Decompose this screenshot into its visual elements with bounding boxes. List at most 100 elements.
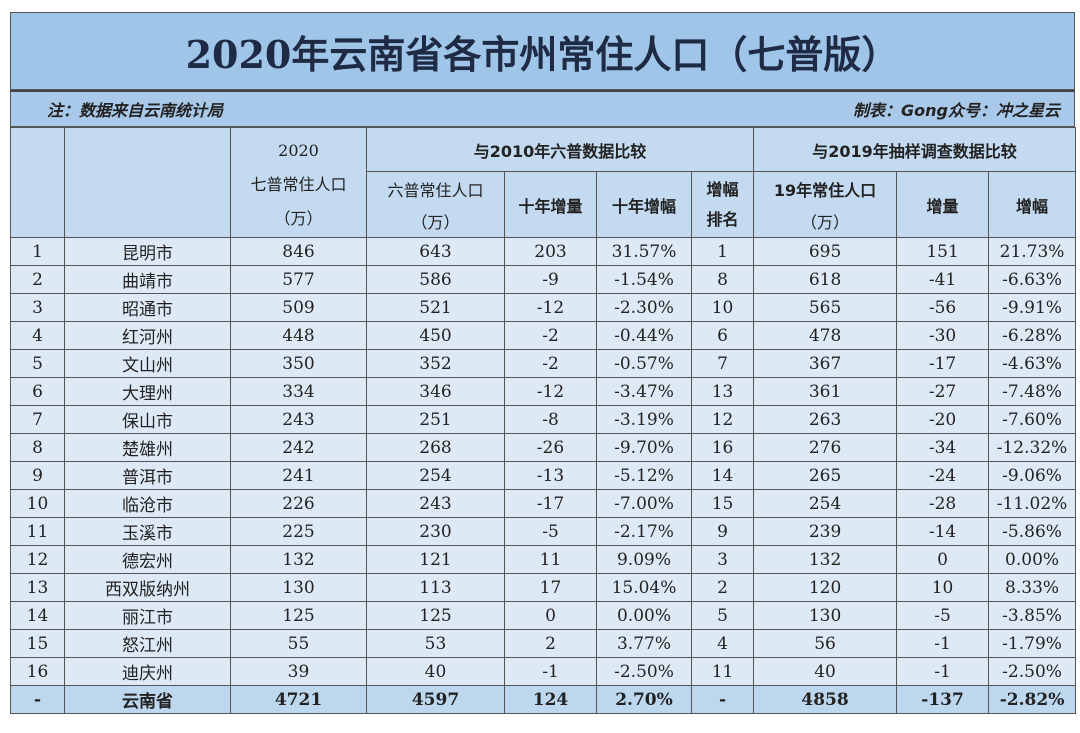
cell-index: 5 xyxy=(10,349,65,378)
cell-index: 10 xyxy=(10,489,65,518)
cell-pop-2019: 618 xyxy=(753,265,898,294)
cell-growth-rank: 1 xyxy=(690,237,755,266)
header-group-2019: 与2019年抽样调查数据比较 xyxy=(753,127,1077,172)
cell-pop-2020: 226 xyxy=(230,489,367,518)
cell-index: 15 xyxy=(10,629,65,658)
cell-pop-2010: 352 xyxy=(366,349,505,378)
cell-increase: -27 xyxy=(896,377,990,406)
cell-decade-increase: -2 xyxy=(504,321,597,350)
table-row: 16 迪庆州 39 40 -1 -2.50% 11 40 -1 -2.50% xyxy=(10,657,1077,686)
cell-growth-rank: 9 xyxy=(690,517,755,546)
cell-decade-increase: -17 xyxy=(504,489,597,518)
cell-decade-growth: -2.50% xyxy=(596,657,692,686)
cell-region: 迪庆州 xyxy=(64,657,231,686)
cell-growth-rank: 16 xyxy=(690,433,755,462)
cell-decade-growth: -7.00% xyxy=(596,489,692,518)
cell-region: 怒江州 xyxy=(64,629,231,658)
cell-region: 昭通市 xyxy=(64,293,231,322)
cell-pop-2019: 56 xyxy=(753,629,898,658)
cell-growth: -7.60% xyxy=(988,405,1077,434)
cell-growth: -7.48% xyxy=(988,377,1077,406)
cell-growth: -2.50% xyxy=(988,657,1077,686)
cell-pop-2010: 521 xyxy=(366,293,505,322)
cell-growth-rank: 7 xyxy=(690,349,755,378)
cell-region: 云南省 xyxy=(64,685,231,714)
table-row: 4 红河州 448 450 -2 -0.44% 6 478 -30 -6.28% xyxy=(10,321,1077,350)
cell-pop-2010: 346 xyxy=(366,377,505,406)
cell-growth-rank: 12 xyxy=(690,405,755,434)
header-decade-increase: 十年增量 xyxy=(504,171,597,238)
cell-pop-2010: 4597 xyxy=(366,685,505,714)
table-row: 15 怒江州 55 53 2 3.77% 4 56 -1 -1.79% xyxy=(10,629,1077,658)
cell-pop-2019: 40 xyxy=(753,657,898,686)
cell-decade-increase: -13 xyxy=(504,461,597,490)
cell-region: 普洱市 xyxy=(64,461,231,490)
cell-region: 文山州 xyxy=(64,349,231,378)
cell-pop-2020: 4721 xyxy=(230,685,367,714)
cell-region: 德宏州 xyxy=(64,545,231,574)
table-row: 5 文山州 350 352 -2 -0.57% 7 367 -17 -4.63% xyxy=(10,349,1077,378)
cell-index: 1 xyxy=(10,237,65,266)
cell-index: - xyxy=(10,685,65,714)
cell-pop-2010: 251 xyxy=(366,405,505,434)
population-table-sheet: 2020年云南省各市州常住人口（七普版） 注：数据来自云南统计局 制表：Gong… xyxy=(10,12,1077,714)
header-2020-population: 2020 七普常住人口 （万） xyxy=(230,127,367,238)
cell-pop-2020: 241 xyxy=(230,461,367,490)
cell-pop-2019: 254 xyxy=(753,489,898,518)
cell-pop-2019: 367 xyxy=(753,349,898,378)
cell-growth-rank: 5 xyxy=(690,601,755,630)
cell-growth: -9.06% xyxy=(988,461,1077,490)
cell-increase: -1 xyxy=(896,657,990,686)
header-decade-growth: 十年增幅 xyxy=(596,171,692,238)
cell-pop-2020: 350 xyxy=(230,349,367,378)
cell-growth: -6.63% xyxy=(988,265,1077,294)
table-row: 14 丽江市 125 125 0 0.00% 5 130 -5 -3.85% xyxy=(10,601,1077,630)
header-region xyxy=(64,127,231,238)
cell-pop-2019: 132 xyxy=(753,545,898,574)
table-row: 8 楚雄州 242 268 -26 -9.70% 16 276 -34 -12.32% xyxy=(10,433,1077,462)
cell-increase: -28 xyxy=(896,489,990,518)
cell-region: 大理州 xyxy=(64,377,231,406)
cell-region: 昆明市 xyxy=(64,237,231,266)
cell-increase: -20 xyxy=(896,405,990,434)
cell-decade-increase: -1 xyxy=(504,657,597,686)
cell-pop-2019: 695 xyxy=(753,237,898,266)
cell-pop-2010: 125 xyxy=(366,601,505,630)
cell-decade-increase: 11 xyxy=(504,545,597,574)
cell-pop-2010: 40 xyxy=(366,657,505,686)
cell-pop-2010: 643 xyxy=(366,237,505,266)
cell-pop-2010: 230 xyxy=(366,517,505,546)
cell-index: 2 xyxy=(10,265,65,294)
cell-decade-growth: 2.70% xyxy=(596,685,692,714)
cell-decade-growth: -2.30% xyxy=(596,293,692,322)
cell-growth: 21.73% xyxy=(988,237,1077,266)
cell-pop-2020: 846 xyxy=(230,237,367,266)
cell-decade-growth: -3.19% xyxy=(596,405,692,434)
table-row: 9 普洱市 241 254 -13 -5.12% 14 265 -24 -9.06% xyxy=(10,461,1077,490)
cell-decade-increase: 2 xyxy=(504,629,597,658)
cell-pop-2020: 39 xyxy=(230,657,367,686)
cell-increase: -14 xyxy=(896,517,990,546)
cell-growth: -5.86% xyxy=(988,517,1077,546)
cell-pop-2020: 448 xyxy=(230,321,367,350)
cell-decade-growth: -2.17% xyxy=(596,517,692,546)
cell-decade-growth: -0.57% xyxy=(596,349,692,378)
cell-pop-2020: 509 xyxy=(230,293,367,322)
cell-pop-2010: 450 xyxy=(366,321,505,350)
cell-index: 3 xyxy=(10,293,65,322)
table-row: 3 昭通市 509 521 -12 -2.30% 10 565 -56 -9.91% xyxy=(10,293,1077,322)
cell-pop-2010: 121 xyxy=(366,545,505,574)
header-increase: 增量 xyxy=(896,171,990,238)
header-growth-rank: 增幅排名 xyxy=(690,171,755,238)
cell-decade-increase: -9 xyxy=(504,265,597,294)
cell-growth-rank: 4 xyxy=(690,629,755,658)
cell-pop-2019: 478 xyxy=(753,321,898,350)
cell-growth: -4.63% xyxy=(988,349,1077,378)
header-index xyxy=(10,127,65,238)
cell-growth-rank: 8 xyxy=(690,265,755,294)
cell-growth-rank: 14 xyxy=(690,461,755,490)
cell-index: 16 xyxy=(10,657,65,686)
cell-growth: -9.91% xyxy=(988,293,1077,322)
cell-decade-increase: -8 xyxy=(504,405,597,434)
cell-increase: 0 xyxy=(896,545,990,574)
